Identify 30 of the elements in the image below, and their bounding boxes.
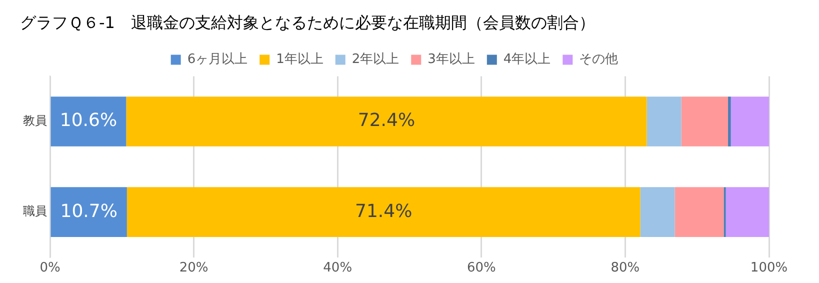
bar [640, 187, 675, 238]
x-tick-label: 40% [323, 260, 352, 276]
data-label: 10.6% [60, 110, 118, 132]
legend-label: 2年以上 [352, 52, 400, 68]
x-tick-label: 80% [610, 260, 640, 276]
bar [730, 96, 769, 146]
data-label: 72.4% [358, 110, 416, 132]
bar [50, 187, 127, 238]
x-tick-label: 60% [466, 260, 496, 276]
x-tick-label: 20% [179, 260, 208, 276]
bar [126, 187, 640, 238]
bar [726, 187, 769, 238]
chart-title: グラフＱ６-1 退職金の支給対象となるために必要な在職期間（会員数の割合） [20, 12, 595, 32]
legend-label: 4年以上 [503, 52, 551, 68]
y-tick-label: 教員 [23, 114, 47, 128]
y-tick-label: 職員 [23, 204, 47, 218]
data-label: 10.7% [60, 200, 118, 222]
bar [674, 187, 724, 238]
bar [728, 96, 731, 146]
legend-label: 1年以上 [276, 52, 324, 68]
data-label: 71.4% [355, 200, 412, 222]
bar [681, 96, 728, 146]
bar [646, 96, 682, 146]
bar [50, 96, 126, 146]
legend-label: 3年以上 [428, 52, 475, 68]
legend-label: 6ヶ月以上 [187, 52, 248, 68]
legend-label: その他 [579, 52, 618, 68]
x-tick-label: 100% [750, 260, 788, 276]
x-tick-label: 0% [40, 260, 60, 276]
bar [126, 96, 647, 146]
